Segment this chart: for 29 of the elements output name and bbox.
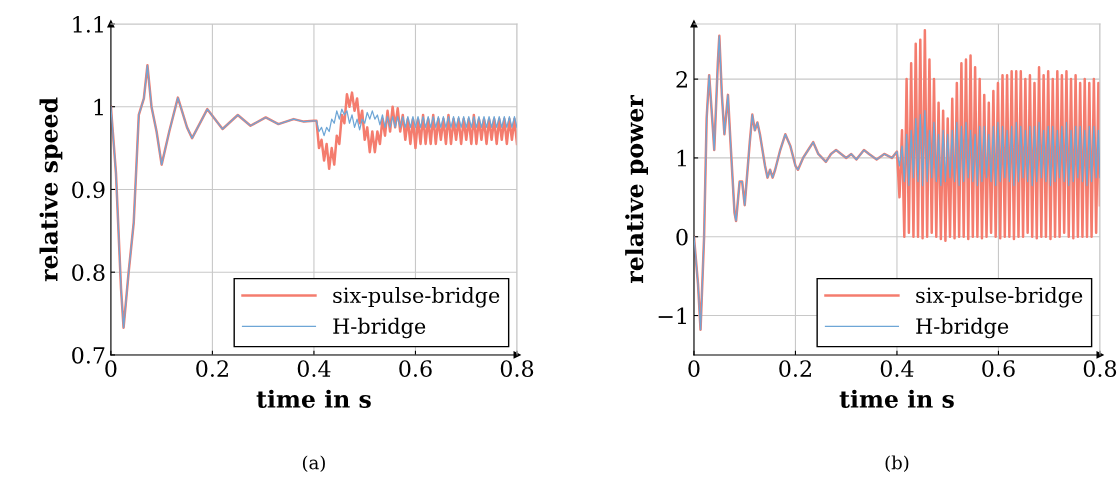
x-tick-label: 0.8 [1083,360,1117,377]
y-tick-label: 0.9 [72,181,105,199]
y-tick-label: 0.7 [72,346,105,364]
x-tick-label: 0 [105,360,117,377]
x-tick-label: 0 [688,360,700,377]
y-tick-label: 0 [676,228,688,246]
x-tick-label: 0.2 [196,360,228,377]
y-axis-title: relative power [625,94,648,284]
y-tick-label: 0.8 [72,264,105,281]
y-tick-label: 2 [676,71,687,88]
y-tick-label: 1 [677,149,686,167]
x-tick-label: 0.4 [297,360,331,377]
y-axis-title: relative speed [39,97,63,282]
legend-label: H-bridge [916,317,1009,339]
x-tick-label: 0.6 [982,360,1015,377]
x-axis-title: time in s [839,389,954,408]
y-tick-label: 1 [94,98,103,116]
legend-label: H-bridge [333,317,426,339]
x-tick-label: 0.4 [880,360,914,377]
y-tick-label: 1.1 [73,15,103,33]
legend-label: six-pulse-bridge [333,286,500,308]
text: (b) [885,455,909,472]
legend-label: six-pulse-bridge [916,286,1083,308]
text: (a) [302,455,325,472]
x-tick-label: 0.8 [500,360,534,377]
x-tick-label: 0.2 [779,360,811,377]
y-tick-label: −1 [658,307,686,324]
x-tick-label: 0.6 [399,360,432,377]
x-axis-title: time in s [256,389,371,408]
